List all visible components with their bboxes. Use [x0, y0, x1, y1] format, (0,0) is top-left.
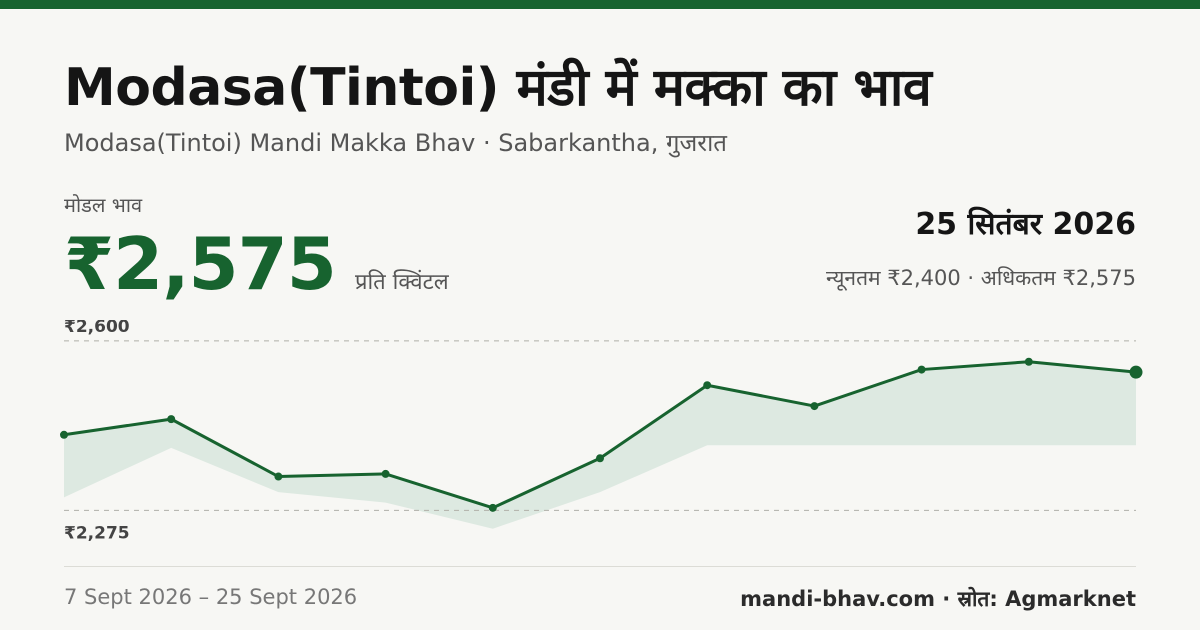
- tick-label: ₹2,600: [64, 320, 130, 337]
- data-point: [596, 454, 604, 463]
- data-point: [917, 365, 926, 374]
- price-row: ₹2,575 प्रति क्विंटल: [64, 222, 449, 306]
- data-point: [1024, 357, 1033, 366]
- source-credit: mandi-bhav.com · स्रोत: Agmarknet: [740, 587, 1136, 611]
- model-price-label: मोडल भाव: [64, 193, 143, 217]
- min-max-range: न्यूनतम ₹2,400 · अधिकतम ₹2,575: [826, 266, 1136, 290]
- tick-label: ₹2,275: [64, 523, 130, 543]
- model-price-value: ₹2,575: [64, 222, 337, 306]
- min-max-band: [64, 361, 1136, 529]
- price-unit: प्रति क्विंटल: [354, 270, 449, 295]
- data-point: [703, 381, 712, 390]
- page-subtitle: Modasa(Tintoi) Mandi Makka Bhav · Sabark…: [64, 129, 727, 157]
- top-accent-bar: [0, 0, 1200, 9]
- data-point: [274, 472, 283, 481]
- data-point: [488, 503, 497, 512]
- data-point: [167, 415, 176, 424]
- data-point: [810, 402, 819, 411]
- data-point: [381, 469, 390, 478]
- chart-divider: [64, 566, 1136, 567]
- date-period: 7 Sept 2026 – 25 Sept 2026: [64, 585, 358, 609]
- price-trend-chart: ₹2,600 ₹2,275: [60, 320, 1143, 543]
- price-date: 25 सितंबर 2026: [915, 207, 1136, 242]
- data-point: [60, 430, 68, 439]
- page-title: Modasa(Tintoi) मंडी में मक्का का भाव: [64, 58, 932, 118]
- latest-data-point: [1129, 365, 1143, 379]
